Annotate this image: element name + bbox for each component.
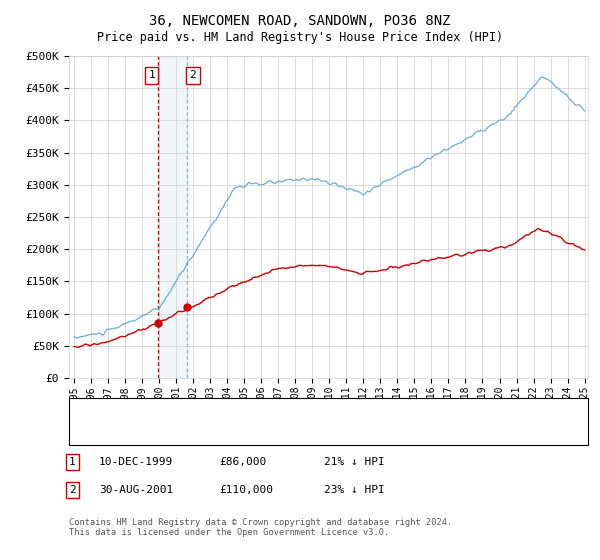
Bar — [158, 56, 187, 378]
Text: 10-DEC-1999: 10-DEC-1999 — [99, 457, 173, 467]
Text: £86,000: £86,000 — [219, 457, 266, 467]
Text: 1: 1 — [69, 457, 76, 467]
Text: 23% ↓ HPI: 23% ↓ HPI — [324, 485, 385, 495]
Text: Price paid vs. HM Land Registry's House Price Index (HPI): Price paid vs. HM Land Registry's House … — [97, 31, 503, 44]
Text: 21% ↓ HPI: 21% ↓ HPI — [324, 457, 385, 467]
Text: Contains HM Land Registry data © Crown copyright and database right 2024.
This d: Contains HM Land Registry data © Crown c… — [69, 518, 452, 538]
Text: ———: ——— — [81, 404, 104, 417]
Text: 2: 2 — [190, 71, 196, 80]
Text: 2: 2 — [69, 485, 76, 495]
Text: 36, NEWCOMEN ROAD, SANDOWN, PO36 8NZ: 36, NEWCOMEN ROAD, SANDOWN, PO36 8NZ — [149, 14, 451, 28]
Text: 1: 1 — [148, 71, 155, 80]
Text: 36, NEWCOMEN ROAD, SANDOWN, PO36 8NZ (detached house): 36, NEWCOMEN ROAD, SANDOWN, PO36 8NZ (de… — [120, 406, 451, 416]
Text: HPI: Average price, detached house, Isle of Wight: HPI: Average price, detached house, Isle… — [120, 427, 426, 437]
Text: £110,000: £110,000 — [219, 485, 273, 495]
Text: 30-AUG-2001: 30-AUG-2001 — [99, 485, 173, 495]
Text: ———: ——— — [81, 426, 104, 438]
